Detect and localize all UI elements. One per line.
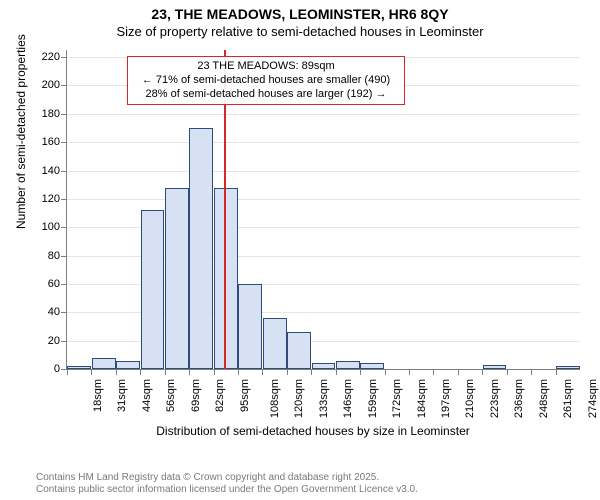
y-tick (61, 171, 67, 172)
y-tick (61, 341, 67, 342)
x-tick (214, 369, 215, 375)
x-axis-label: Distribution of semi-detached houses by … (36, 424, 590, 438)
histogram-bar (263, 318, 287, 369)
x-tick (238, 369, 239, 375)
annotation-box: 23 THE MEADOWS: 89sqm ← 71% of semi-deta… (127, 56, 405, 105)
y-tick-label: 200 (42, 79, 60, 91)
y-tick (61, 142, 67, 143)
x-tick-label: 223sqm (489, 379, 501, 418)
x-tick (556, 369, 557, 375)
x-tick (140, 369, 141, 375)
histogram-bar (312, 363, 336, 369)
x-tick-label: 120sqm (294, 379, 306, 418)
x-tick (165, 369, 166, 375)
y-tick-label: 0 (54, 363, 60, 375)
y-tick (61, 57, 67, 58)
x-tick (116, 369, 117, 375)
x-tick-label: 159sqm (367, 379, 379, 418)
x-tick-label: 146sqm (342, 379, 354, 418)
footer-line-1: Contains HM Land Registry data © Crown c… (36, 472, 418, 484)
chart-container: Number of semi-detached properties 23 TH… (36, 44, 590, 442)
y-tick (61, 114, 67, 115)
annotation-line-1: 23 THE MEADOWS: 89sqm (134, 60, 398, 74)
chart-title-area: 23, THE MEADOWS, LEOMINSTER, HR6 8QY Siz… (0, 0, 600, 40)
x-tick (262, 369, 263, 375)
x-tick (67, 369, 68, 375)
x-tick-label: 56sqm (165, 379, 177, 412)
histogram-bar (116, 361, 140, 370)
x-tick-label: 184sqm (416, 379, 428, 418)
x-tick-label: 44sqm (141, 379, 153, 412)
x-tick (360, 369, 361, 375)
x-tick-label: 274sqm (587, 379, 599, 418)
x-tick-label: 236sqm (513, 379, 525, 418)
histogram-bar (287, 332, 311, 369)
x-tick (385, 369, 386, 375)
chart-title-sub: Size of property relative to semi-detach… (0, 24, 600, 40)
x-tick-label: 31sqm (116, 379, 128, 412)
x-tick-label: 133sqm (318, 379, 330, 418)
y-tick-label: 220 (42, 51, 60, 63)
x-tick (433, 369, 434, 375)
x-tick-label: 172sqm (391, 379, 403, 418)
chart-title-main: 23, THE MEADOWS, LEOMINSTER, HR6 8QY (0, 6, 600, 24)
x-tick-label: 82sqm (214, 379, 226, 412)
y-tick (61, 312, 67, 313)
histogram-bar (556, 366, 580, 369)
x-tick-label: 95sqm (239, 379, 251, 412)
x-tick (531, 369, 532, 375)
y-tick-label: 20 (48, 335, 60, 347)
footer-line-2: Contains public sector information licen… (36, 484, 418, 496)
x-tick (458, 369, 459, 375)
x-tick (287, 369, 288, 375)
x-tick (482, 369, 483, 375)
y-tick-label: 140 (42, 165, 60, 177)
y-axis-label: Number of semi-detached properties (14, 34, 28, 229)
y-tick-label: 160 (42, 136, 60, 148)
x-tick (311, 369, 312, 375)
annotation-line-3: 28% of semi-detached houses are larger (… (134, 88, 398, 102)
histogram-bar (92, 358, 116, 369)
y-tick-label: 120 (42, 193, 60, 205)
y-tick (61, 284, 67, 285)
histogram-bar (165, 188, 189, 369)
x-tick-label: 197sqm (440, 379, 452, 418)
histogram-bar (67, 366, 91, 369)
x-tick-label: 210sqm (465, 379, 477, 418)
x-tick (409, 369, 410, 375)
y-tick (61, 85, 67, 86)
x-tick-label: 69sqm (190, 379, 202, 412)
y-tick-label: 60 (48, 278, 60, 290)
histogram-bar (483, 365, 507, 369)
y-tick-label: 180 (42, 108, 60, 120)
plot-area: 23 THE MEADOWS: 89sqm ← 71% of semi-deta… (66, 50, 580, 370)
x-tick (189, 369, 190, 375)
x-tick-label: 261sqm (562, 379, 574, 418)
y-tick-label: 80 (48, 250, 60, 262)
histogram-bar (141, 210, 165, 369)
x-tick-label: 108sqm (269, 379, 281, 418)
y-tick-label: 40 (48, 306, 60, 318)
x-tick (507, 369, 508, 375)
x-tick (336, 369, 337, 375)
annotation-line-2: ← 71% of semi-detached houses are smalle… (134, 74, 398, 88)
y-tick (61, 256, 67, 257)
histogram-bar (189, 128, 213, 369)
histogram-bar (336, 361, 360, 370)
y-tick (61, 227, 67, 228)
histogram-bar (360, 363, 384, 369)
attribution-footer: Contains HM Land Registry data © Crown c… (36, 472, 418, 496)
x-tick-label: 248sqm (538, 379, 550, 418)
histogram-bar (238, 284, 262, 369)
y-tick (61, 199, 67, 200)
y-tick-label: 100 (42, 221, 60, 233)
x-tick-label: 18sqm (92, 379, 104, 412)
x-tick (91, 369, 92, 375)
